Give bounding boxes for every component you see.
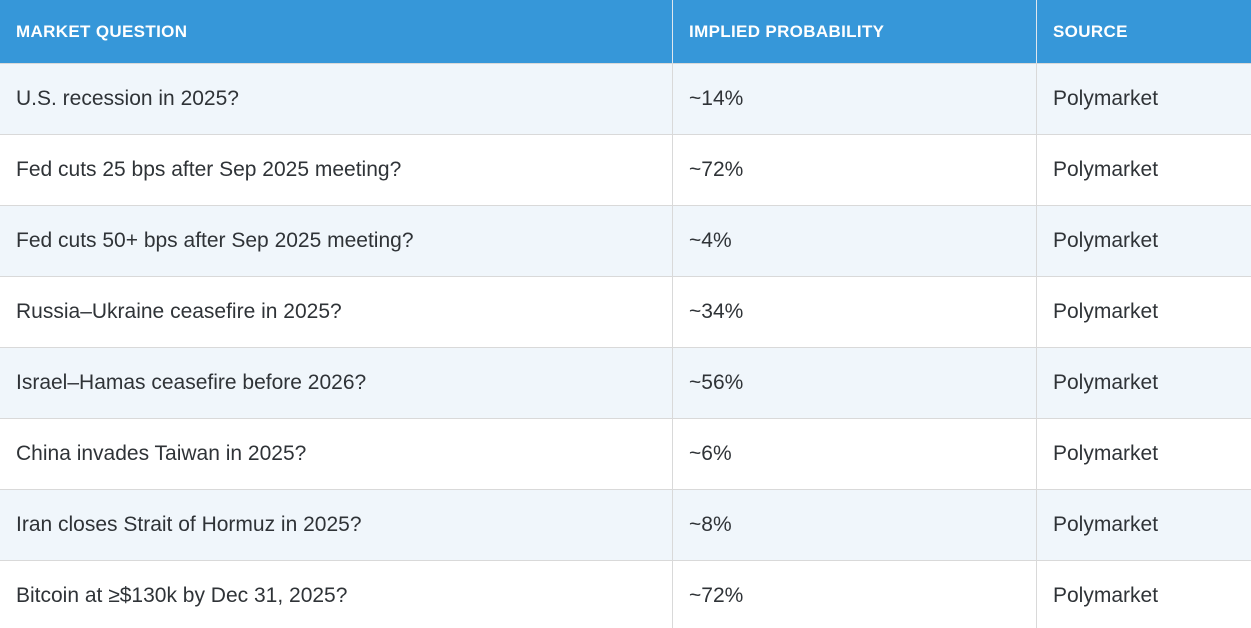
market-question-cell: Bitcoin at ≥$130k by Dec 31, 2025? — [0, 561, 673, 628]
source-cell: Polymarket — [1053, 513, 1159, 536]
table-row: Iran closes Strait of Hormuz in 2025? ~8… — [0, 489, 1251, 560]
source-cell: Polymarket — [1053, 300, 1159, 323]
market-question-cell: Fed cuts 25 bps after Sep 2025 meeting? — [0, 135, 673, 205]
table-row: Russia–Ukraine ceasefire in 2025? ~34% P… — [0, 276, 1251, 347]
source-cell: Polymarket — [1053, 87, 1159, 110]
source-cell: Polymarket — [1053, 442, 1159, 465]
implied-probability-cell: ~4% — [673, 206, 1037, 276]
table-row: U.S. recession in 2025? ~14% Polymarket — [0, 63, 1251, 134]
market-question-cell: Russia–Ukraine ceasefire in 2025? — [0, 277, 673, 347]
implied-probability-cell: ~6% — [673, 419, 1037, 489]
implied-probability-cell: ~72% — [673, 561, 1037, 628]
column-header-implied-probability: IMPLIED PROBABILITY — [673, 0, 1037, 63]
market-question-cell: Israel–Hamas ceasefire before 2026? — [0, 348, 673, 418]
market-question-cell: Fed cuts 50+ bps after Sep 2025 meeting? — [0, 206, 673, 276]
column-header-source: SOURCE — [1053, 21, 1128, 41]
table-row: Fed cuts 25 bps after Sep 2025 meeting? … — [0, 134, 1251, 205]
source-cell: Polymarket — [1053, 371, 1159, 394]
column-header-market-question: MARKET QUESTION — [0, 0, 673, 63]
implied-probability-cell: ~8% — [673, 490, 1037, 560]
table-row: Israel–Hamas ceasefire before 2026? ~56%… — [0, 347, 1251, 418]
source-cell: Polymarket — [1053, 229, 1159, 252]
table-row: China invades Taiwan in 2025? ~6% Polyma… — [0, 418, 1251, 489]
table-row: Bitcoin at ≥$130k by Dec 31, 2025? ~72% … — [0, 560, 1251, 628]
market-question-cell: U.S. recession in 2025? — [0, 64, 673, 134]
market-question-cell: China invades Taiwan in 2025? — [0, 419, 673, 489]
implied-probability-cell: ~14% — [673, 64, 1037, 134]
source-cell: Polymarket — [1053, 584, 1159, 607]
implied-probability-cell: ~34% — [673, 277, 1037, 347]
source-cell: Polymarket — [1053, 158, 1159, 181]
market-question-cell: Iran closes Strait of Hormuz in 2025? — [0, 490, 673, 560]
implied-probability-cell: ~56% — [673, 348, 1037, 418]
table-row: Fed cuts 50+ bps after Sep 2025 meeting?… — [0, 205, 1251, 276]
implied-probability-cell: ~72% — [673, 135, 1037, 205]
table-header-row: MARKET QUESTION IMPLIED PROBABILITY SOUR… — [0, 0, 1251, 63]
